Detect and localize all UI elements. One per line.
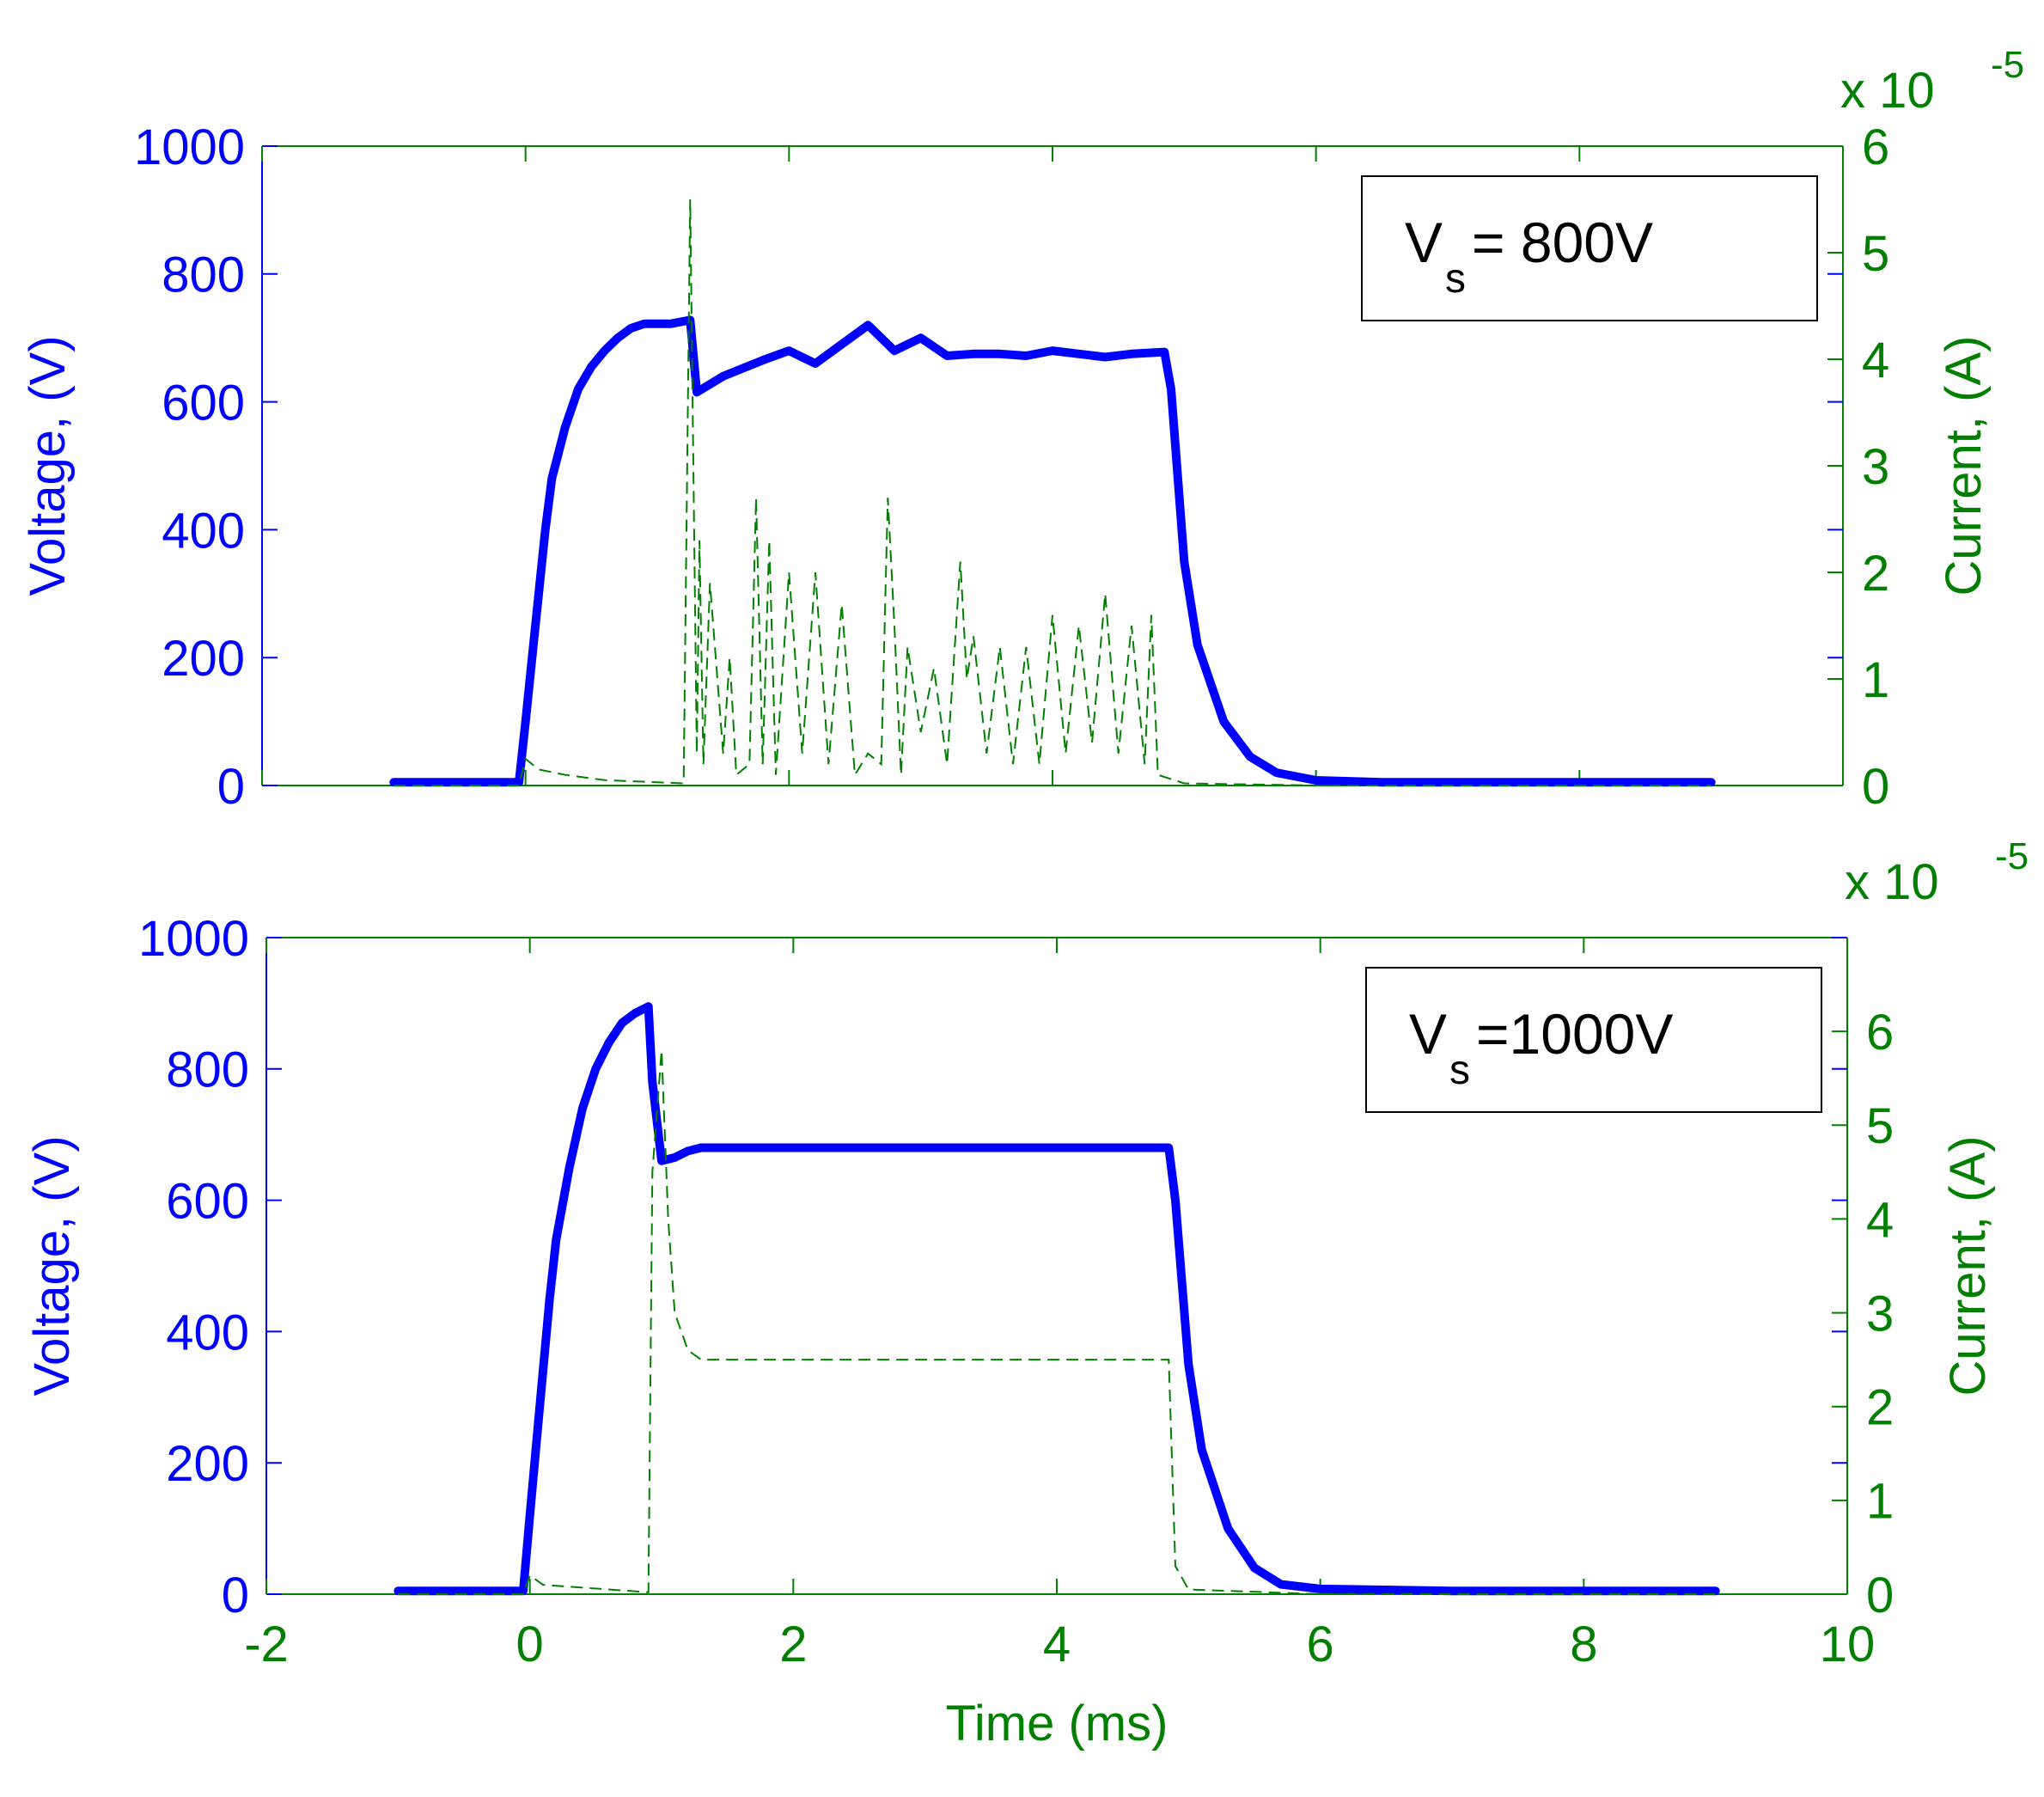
legend-prefix: V [1405, 211, 1443, 274]
legend-value: = 800V [1472, 211, 1653, 274]
current-series-line [394, 199, 1711, 786]
exponent-power: -5 [1995, 835, 2029, 877]
legend-value: =1000V [1476, 1002, 1673, 1066]
left-y-axis-label: Voltage, (V) [24, 1135, 80, 1396]
left-y-tick-label: 1000 [134, 119, 245, 175]
legend-label: Vs = 800V [1405, 211, 1653, 302]
x-axis-label: Time (ms) [946, 1696, 1168, 1751]
right-y-tick-label: 4 [1862, 333, 1889, 388]
x-tick-label: 10 [1820, 1617, 1876, 1672]
right-y-axis-label: Current, (A) [1940, 1136, 1996, 1397]
right-y-tick-label: 4 [1866, 1192, 1894, 1248]
right-y-tick-label: 1 [1866, 1474, 1894, 1530]
legend-subscript: s [1449, 1048, 1470, 1093]
right-y-tick-label: 3 [1866, 1286, 1894, 1342]
current-series-line [398, 1049, 1716, 1595]
right-y-tick-label: 5 [1866, 1098, 1894, 1154]
voltage-series-line [394, 1002, 1720, 1596]
right-y-tick-label: 6 [1862, 119, 1889, 175]
left-y-tick-label: 800 [162, 248, 245, 303]
left-y-tick-label: 600 [162, 375, 245, 431]
x-tick-label: -2 [244, 1617, 289, 1672]
exponent-label: x 10 [1840, 63, 1935, 119]
right-y-tick-label: 5 [1862, 226, 1889, 282]
right-y-tick-label: 3 [1862, 439, 1889, 495]
x-tick-label: 6 [1307, 1617, 1334, 1672]
panel-1: 0 200 400 600 800 1000 0 1 2 3 4 5 6 Voltage, (V) Curr… [20, 44, 2024, 815]
x-tick-label: 2 [779, 1617, 807, 1672]
right-y-tick-label: 0 [1866, 1568, 1894, 1623]
x-tick-label: 0 [516, 1617, 544, 1672]
x-tick-label: 8 [1570, 1617, 1597, 1672]
legend-subscript: s [1445, 256, 1466, 302]
left-y-tick-label: 600 [166, 1173, 249, 1229]
left-y-tick-label: 200 [166, 1436, 249, 1492]
legend-box [1365, 967, 1822, 1113]
left-y-tick-label: 800 [166, 1042, 249, 1098]
left-y-tick-label: 0 [217, 759, 245, 815]
right-y-tick-label: 2 [1862, 546, 1889, 602]
right-y-tick-label: 2 [1866, 1380, 1894, 1436]
legend-prefix: V [1409, 1002, 1447, 1066]
left-y-tick-label: 400 [162, 503, 245, 559]
legend-box [1361, 175, 1818, 321]
exponent-label: x 10 [1845, 854, 1939, 910]
left-y-tick-label: 200 [162, 631, 245, 687]
left-y-tick-label: 1000 [138, 911, 249, 967]
exponent-power: -5 [1991, 44, 2024, 86]
legend-label: Vs =1000V [1409, 1002, 1673, 1093]
left-y-axis-label: Voltage, (V) [20, 335, 76, 596]
voltage-series-line [389, 315, 1716, 787]
right-y-tick-label: 6 [1866, 1005, 1894, 1060]
x-tick-label: 4 [1043, 1617, 1071, 1672]
right-y-axis-label: Current, (A) [1936, 336, 1992, 596]
right-y-tick-label: 0 [1862, 759, 1889, 815]
right-y-tick-label: 1 [1862, 652, 1889, 708]
left-y-tick-label: 400 [166, 1305, 249, 1360]
left-y-tick-label: 0 [222, 1568, 249, 1623]
